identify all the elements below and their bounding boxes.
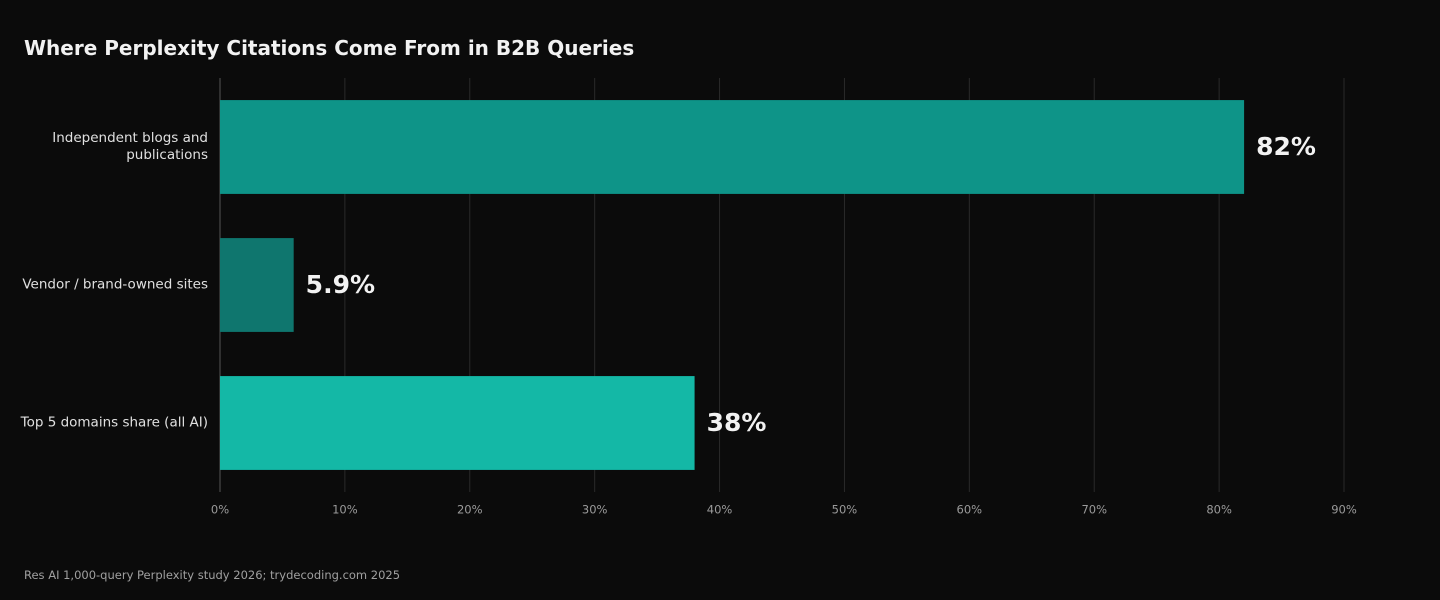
y-tick-label: Independent blogs and publications [52, 130, 208, 163]
x-tick-label: 80% [1206, 503, 1232, 517]
chart-title: Where Perplexity Citations Come From in … [24, 36, 635, 60]
x-tick-label: 50% [832, 503, 858, 517]
source-note: Res AI 1,000-query Perplexity study 2026… [24, 568, 401, 582]
value-label: 82% [1256, 132, 1316, 161]
x-tick-label: 30% [582, 503, 608, 517]
x-tick-label: 90% [1331, 503, 1357, 517]
x-tick-label: 70% [1081, 503, 1107, 517]
bar [220, 376, 695, 470]
value-label: 5.9% [306, 270, 375, 299]
x-tick-label: 0% [211, 503, 229, 517]
x-tick-label: 20% [457, 503, 483, 517]
y-tick-label: Top 5 domains share (all AI) [20, 414, 208, 431]
x-tick-label: 10% [332, 503, 358, 517]
bar [220, 238, 294, 332]
x-tick-label: 60% [957, 503, 983, 517]
value-label: 38% [707, 408, 767, 437]
y-tick-label: Vendor / brand-owned sites [22, 276, 208, 293]
x-tick-label: 40% [707, 503, 733, 517]
bar [220, 100, 1245, 194]
